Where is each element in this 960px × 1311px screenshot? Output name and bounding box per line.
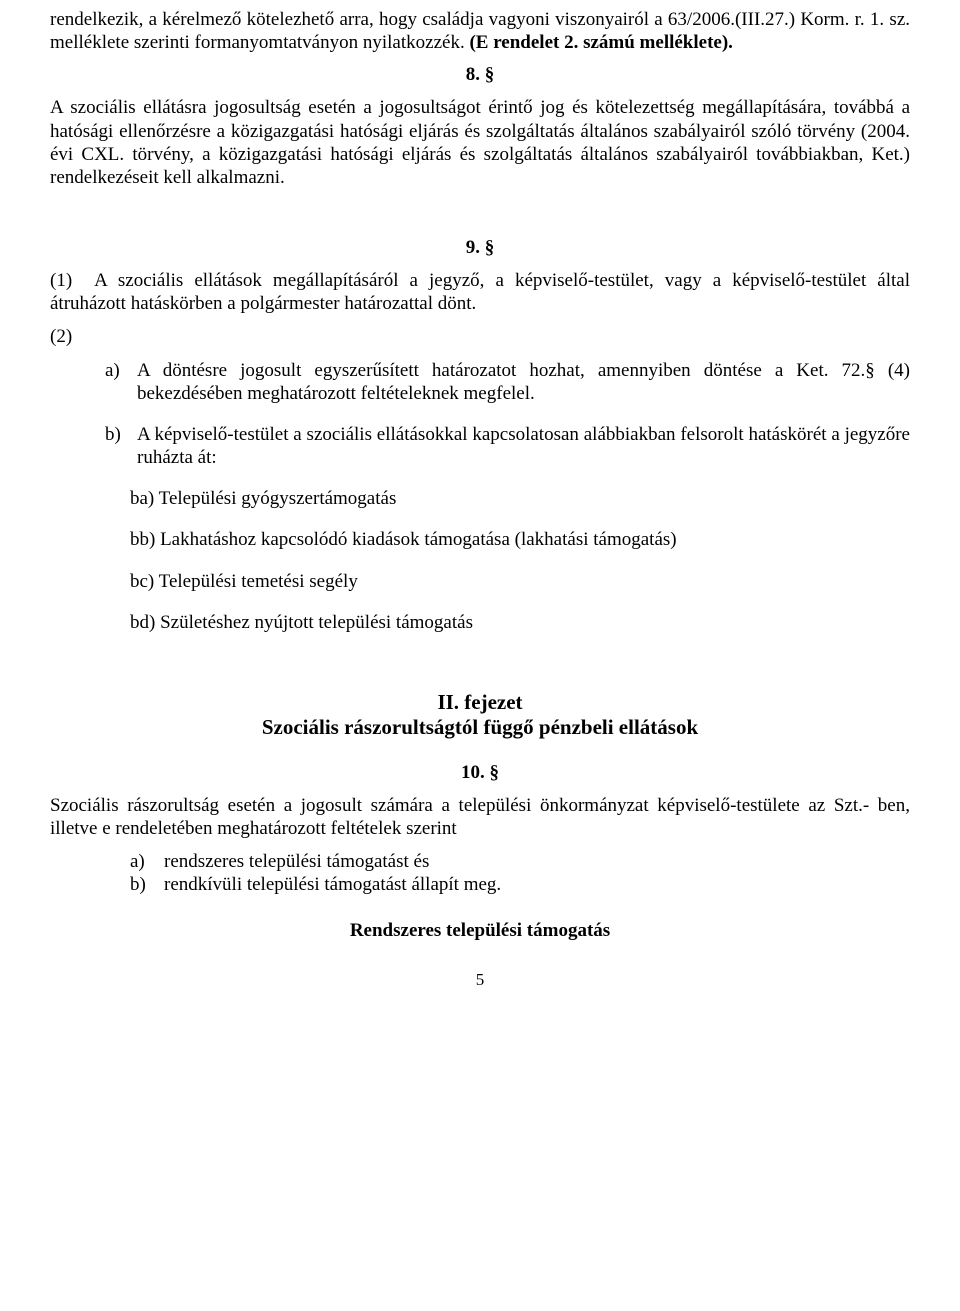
section-10-number: 10. §	[50, 762, 910, 784]
list-item-10b-body: rendkívüli települési támogatást állapít…	[164, 873, 501, 896]
chapter-title: Szociális rászorultságtól függő pénzbeli…	[50, 715, 910, 740]
list-item-10a-marker: a)	[130, 850, 152, 873]
list-item-b: b) A képviselő-testület a szociális ellá…	[105, 423, 910, 469]
list-item-b-marker: b)	[105, 423, 127, 469]
chapter-number: II. fejezet	[50, 690, 910, 715]
section-9-number: 9. §	[50, 237, 910, 259]
list-item-a-marker: a)	[105, 359, 127, 405]
section-8-body: A szociális ellátásra jogosultság esetén…	[50, 96, 910, 189]
list-item-10b: b) rendkívüli települési támogatást álla…	[130, 873, 910, 896]
list-item-ba: ba) Települési gyógyszertámogatás	[130, 487, 910, 510]
page-number: 5	[50, 970, 910, 990]
list-item-bb: bb) Lakhatáshoz kapcsolódó kiadások támo…	[130, 528, 910, 551]
subtitle: Rendszeres települési támogatás	[50, 919, 910, 942]
list-item-b-body: A képviselő-testület a szociális ellátás…	[137, 423, 910, 469]
section-9-1-text: A szociális ellátások megállapításáról a…	[50, 270, 910, 314]
list-item-bd: bd) Születéshez nyújtott települési támo…	[130, 611, 910, 634]
section-9-2-marker: (2)	[50, 325, 910, 348]
list-item-a-body: A döntésre jogosult egyszerűsített határ…	[137, 359, 910, 405]
list-item-10a-body: rendszeres települési támogatást és	[164, 850, 429, 873]
paragraph-intro-bold: (E rendelet 2. számú melléklete).	[469, 32, 732, 53]
list-item-10a: a) rendszeres települési támogatást és	[130, 850, 910, 873]
section-8-number: 8. §	[50, 64, 910, 86]
paragraph-intro: rendelkezik, a kérelmező kötelezhető arr…	[50, 8, 910, 54]
section-9-1-marker: (1)	[50, 269, 72, 292]
section-10-body: Szociális rászorultság esetén a jogosult…	[50, 794, 910, 840]
section-9-1: (1)A szociális ellátások megállapításáró…	[50, 269, 910, 315]
list-item-bc: bc) Települési temetési segély	[130, 570, 910, 593]
list-item-a: a) A döntésre jogosult egyszerűsített ha…	[105, 359, 910, 405]
list-item-10b-marker: b)	[130, 873, 152, 896]
